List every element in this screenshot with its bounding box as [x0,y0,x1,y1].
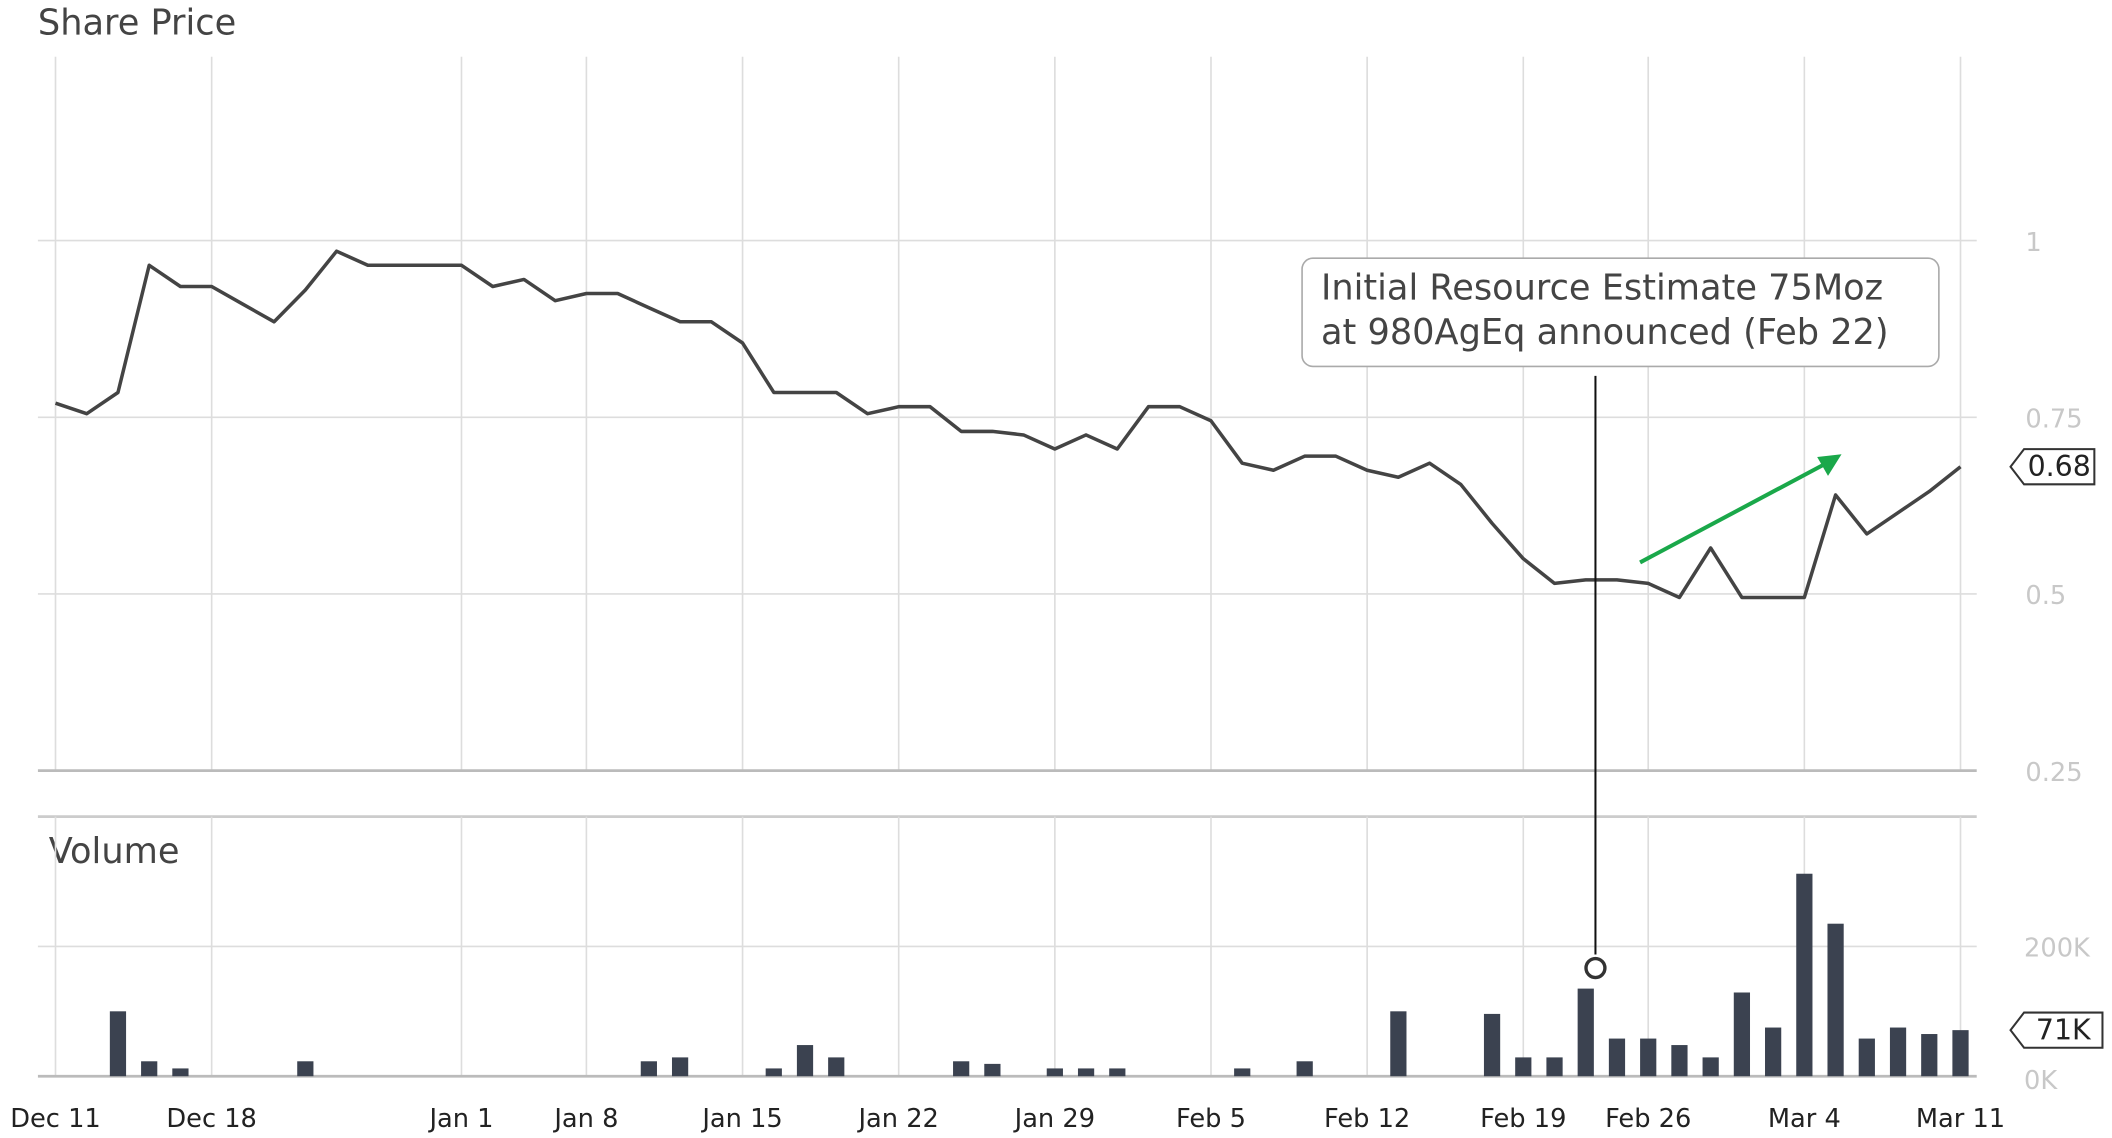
y-tick-label: 1 [2025,228,2041,258]
last-value-tag [2009,448,2096,486]
x-tick-label: Jan 22 [856,1104,938,1134]
y-tick-label: 0K [2024,1066,2058,1096]
volume-bar [1765,1027,1782,1077]
volume-bar [1390,1011,1407,1077]
annotation-marker [1584,956,1607,980]
chart-title: Volume [49,831,180,872]
volume-bar [1296,1061,1313,1077]
trend-arrow [1639,460,1829,565]
last-value-label: 0.68 [2028,450,2091,483]
volume-bar [1702,1057,1719,1077]
x-tick-label: Jan 29 [1013,1104,1095,1134]
volume-bar [1577,988,1594,1077]
volume-bar [671,1057,689,1077]
x-tick-label: Dec 18 [166,1104,257,1134]
annotation-text: Initial Resource Estimate 75Moz [1321,267,1883,308]
price-line [54,249,1962,600]
volume-bar [1483,1013,1501,1077]
x-tick-label: Mar 4 [1768,1104,1841,1134]
y-tick-label: 200K [2024,934,2091,964]
annotation-text: at 980AgEq announced (Feb 22) [1321,312,1889,353]
volume-bar [953,1061,970,1077]
volume-bar [1515,1057,1532,1077]
chart-title: Share Price [38,2,236,43]
volume-bar [1234,1068,1251,1077]
volume-bar [1046,1068,1063,1077]
annotation-box [1301,257,1940,368]
volume-bar [1671,1045,1688,1077]
volume-bar [765,1068,782,1077]
x-tick-label: Jan 8 [552,1104,618,1134]
volume-bar [1077,1068,1095,1077]
volume-bar [1608,1038,1626,1077]
x-tick-label: Dec 11 [10,1104,101,1134]
volume-bar [1733,992,1751,1077]
volume-bar [828,1057,845,1077]
volume-bar [1921,1034,1938,1077]
x-tick-label: Feb 19 [1480,1104,1566,1134]
volume-bar [984,1063,1001,1077]
volume-bar [1796,873,1813,1077]
y-tick-label: 0.75 [2025,404,2082,434]
last-value-label: 71K [2036,1013,2092,1046]
volume-bar [1889,1027,1907,1077]
volume-bar [1640,1038,1657,1077]
x-tick-label: Feb 12 [1324,1104,1410,1134]
trend-arrow-head [1817,454,1842,476]
volume-bar [1546,1057,1563,1077]
volume-bar [172,1068,189,1077]
y-tick-label: 0.5 [2025,581,2066,611]
volume-bar [109,1011,127,1077]
volume-bar [640,1061,657,1077]
volume-bar [1109,1068,1126,1077]
volume-bar [141,1061,158,1077]
volume-bar [796,1045,814,1077]
volume-bar [297,1061,314,1077]
x-tick-label: Feb 26 [1605,1104,1691,1134]
volume-bar [1827,923,1844,1077]
x-tick-label: Jan 15 [700,1104,782,1134]
volume-bar [1952,1030,1969,1077]
x-tick-label: Jan 1 [427,1104,493,1134]
x-tick-label: Mar 11 [1916,1104,2005,1134]
volume-bar [1858,1038,1875,1077]
y-tick-label: 0.25 [2025,758,2082,788]
x-tick-label: Feb 5 [1176,1104,1246,1134]
annotation: Initial Resource Estimate 75Moz at 980Ag… [1301,257,1940,980]
last-value-tag [2009,1011,2104,1049]
